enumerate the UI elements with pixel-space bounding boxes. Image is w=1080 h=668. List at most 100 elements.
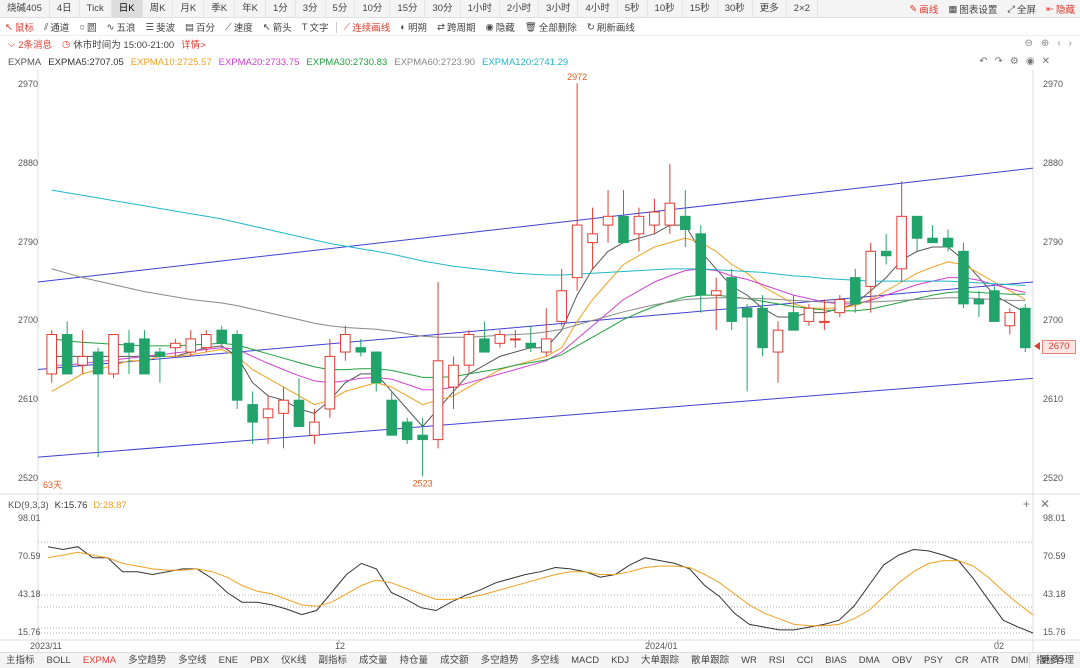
legend-item: EXPMA10:2725.57: [130, 57, 212, 68]
timeframe-tab[interactable]: 3分: [296, 0, 326, 18]
indicator-tab[interactable]: 副指标: [318, 654, 348, 666]
indicator-tab[interactable]: BOLL: [46, 654, 71, 666]
indicator-manage-button[interactable]: 指标管理: [1028, 653, 1080, 668]
candle-body: [695, 233, 707, 296]
indicator-tab[interactable]: 散单跟踪: [691, 654, 730, 666]
pencil-icon: ✎: [909, 3, 918, 15]
undo-icon[interactable]: ↶: [979, 56, 988, 67]
ma-line: [51, 237, 1026, 406]
indicator-tab[interactable]: BIAS: [825, 654, 847, 666]
timeframe-tab[interactable]: 30分: [425, 0, 461, 18]
timeframe-tab[interactable]: 4小时: [578, 0, 618, 18]
draw-tool[interactable]: ↖ 箭头: [258, 20, 297, 35]
indicator-tab[interactable]: 大单跟踪: [641, 654, 680, 666]
eye-icon[interactable]: ◉: [1025, 56, 1035, 67]
indicator-tab[interactable]: KDJ: [611, 654, 630, 666]
timeframe-tab[interactable]: 2×2: [787, 0, 818, 18]
arrow-icon: ↖: [262, 21, 271, 33]
indicator-tab[interactable]: RSI: [768, 654, 785, 666]
timeframe-tab[interactable]: 4日: [50, 0, 80, 18]
kd-axis-label: 15.76: [18, 627, 41, 637]
draw-tool[interactable]: ▤ 百分: [180, 20, 220, 35]
details-link[interactable]: 详情>: [181, 40, 206, 51]
settings-button[interactable]: ▦ 图表设置: [943, 2, 1002, 17]
indicator-tab[interactable]: 多空线: [530, 654, 560, 666]
timeframe-tab[interactable]: Tick: [80, 0, 112, 18]
indicator-tab[interactable]: EXPMA: [82, 654, 117, 666]
zoom-out-icon[interactable]: ⊖: [1024, 38, 1033, 49]
draw-tool[interactable]: 🗑 全部删除: [520, 20, 582, 35]
indicator-tab[interactable]: PSY: [923, 654, 943, 666]
messages-badge[interactable]: ⌵ 2条消息: [8, 37, 52, 52]
candle-body: [602, 215, 614, 226]
draw-tool[interactable]: ↖ 鼠标: [0, 20, 39, 35]
close-icon[interactable]: ✕: [1041, 56, 1050, 67]
draw-tool-label: 全部删除: [538, 23, 577, 34]
indicator-tab[interactable]: DMA: [858, 654, 880, 666]
draw-tool[interactable]: T 文字: [297, 20, 334, 35]
timeframe-tab[interactable]: 1小时: [461, 0, 500, 18]
timeframe-tab[interactable]: 30秒: [718, 0, 753, 18]
pan-right-icon[interactable]: ›: [1068, 38, 1072, 49]
indicator-tab[interactable]: ATR: [980, 654, 1000, 666]
indicator-tab[interactable]: MACD: [571, 654, 600, 666]
timeframe-tab[interactable]: 3小时: [539, 0, 579, 18]
draw-tool[interactable]: ⇄ 跨周期: [432, 20, 480, 35]
draw-tool[interactable]: ∿ 五浪: [102, 20, 141, 35]
draw-tool[interactable]: ↻ 刷新画线: [582, 20, 640, 35]
indicator-tab[interactable]: 多空趋势: [128, 654, 167, 666]
indicator-tab[interactable]: CCI: [796, 654, 814, 666]
timeframe-tab[interactable]: 10秒: [648, 0, 683, 18]
indicator-tab[interactable]: 多空线: [178, 654, 207, 666]
timeframe-tab[interactable]: 5秒: [618, 0, 648, 18]
candle-body: [324, 355, 336, 410]
indicator-tab[interactable]: 持仓量: [399, 654, 429, 666]
timeframe-tab[interactable]: 15秒: [683, 0, 718, 18]
plus-icon[interactable]: +: [1022, 497, 1030, 511]
redo-icon[interactable]: ↷: [994, 56, 1003, 67]
timeframe-tab[interactable]: 2小时: [500, 0, 540, 18]
fullscreen-button[interactable]: ⤢ 全屏: [1002, 2, 1041, 17]
indicator-tab[interactable]: OBV: [891, 654, 912, 666]
draw-tool[interactable]: ☰ 斐波: [141, 20, 181, 35]
candle-body: [61, 334, 73, 375]
indicator-tab[interactable]: CR: [954, 654, 969, 666]
indicator-tab[interactable]: 多空趋势: [480, 654, 519, 666]
cursor-icon: ↖: [5, 21, 13, 33]
indicator-tab[interactable]: WR: [741, 654, 757, 666]
draw-tool[interactable]: ○ 圆: [74, 20, 101, 35]
draw-tool[interactable]: ⟋ 连续画线: [339, 20, 396, 35]
timeframe-tab[interactable]: 烧碱405: [0, 0, 50, 18]
timeframe-tab[interactable]: 10分: [355, 0, 391, 18]
draw-tool[interactable]: ⟋ 速度: [220, 20, 258, 35]
hide-button[interactable]: ⇤ 隐藏: [1041, 2, 1080, 17]
timeframe-tab[interactable]: 周K: [143, 0, 174, 18]
indicator-tab[interactable]: DMI: [1011, 654, 1029, 666]
indicator-tab[interactable]: ENE: [218, 654, 239, 666]
indicator-tab[interactable]: 成交额: [440, 654, 469, 666]
timeframe-tab[interactable]: 年K: [235, 0, 266, 18]
timeframe-tab[interactable]: 更多: [753, 0, 787, 18]
indicator-tab[interactable]: 主指标: [6, 654, 35, 666]
close-icon[interactable]: ✕: [1039, 497, 1050, 511]
draw-tool[interactable]: ◐ 明朔: [395, 20, 432, 35]
draw-tool[interactable]: ⫽ 通道: [39, 20, 74, 35]
indicator-tab[interactable]: 更多>: [1040, 654, 1065, 666]
candle-body: [1004, 312, 1016, 327]
zoom-in-icon[interactable]: ⊕: [1040, 38, 1050, 49]
indicator-tab[interactable]: 仪K线: [281, 654, 307, 666]
kd-d-value: D:28.87: [93, 500, 127, 511]
indicator-tab[interactable]: 成交量: [359, 654, 388, 666]
indicator-tab[interactable]: PBX: [250, 654, 270, 666]
timeframe-tab[interactable]: 15分: [390, 0, 426, 18]
draw-button[interactable]: ✎ 画线: [904, 2, 943, 17]
timeframe-tab[interactable]: 日K: [111, 0, 143, 18]
timeframe-tab[interactable]: 季K: [204, 0, 236, 18]
timeframe-tab[interactable]: 5分: [326, 0, 356, 18]
draw-tool[interactable]: ◉ 隐藏: [480, 20, 519, 35]
timeframe-tab[interactable]: 月K: [173, 0, 205, 18]
settings-icon[interactable]: ⚙: [1009, 56, 1019, 67]
timeframe-tab[interactable]: 1分: [266, 0, 296, 18]
pan-left-icon[interactable]: ‹: [1057, 38, 1061, 49]
